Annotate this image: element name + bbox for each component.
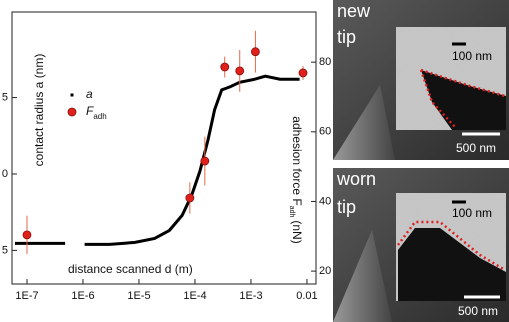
tip-ridge [333,230,392,322]
tip-ridge [333,85,395,160]
x-tick-label: 1E-7 [15,290,38,302]
panel-label: worn [336,169,376,189]
x-tick-label: 1E-4 [183,290,206,302]
legend-marker [70,93,74,97]
tip-outline [396,220,506,272]
y-tick-label: 5 [2,91,8,103]
legend-marker [67,107,77,117]
data-point [220,62,230,72]
x-tick-label: 1E-6 [71,290,94,302]
legend-label: Fadh [86,104,107,121]
y-tick-label: 0 [2,168,8,180]
tip-outline [419,69,456,128]
panel-label: tip [337,197,356,217]
scale-label: 500 nm [456,141,496,155]
legend-label: a [86,87,93,101]
tip-shape [398,228,506,301]
plot-frame [11,11,317,285]
y-tick-label: 5 [2,244,8,256]
x-tick-label: 1E-5 [127,290,150,302]
y-axis-label: contact radius a (nm) [32,54,46,167]
x-axis-label: distance scanned d (m) [68,262,193,276]
data-point [22,230,32,240]
data-point [235,66,245,76]
y2-tick-label: 40 [319,195,331,207]
tip-shape [421,70,506,130]
sem-panels: 100 nm 500 nm new tip 100 nm 500 nm worn… [333,0,509,322]
y2-label-text: adhesion force F [290,116,304,205]
legend-name: a [86,87,93,101]
panel-label: tip [337,27,356,47]
x-tick-label: 0.01 [296,290,317,302]
legend-subscript: adh [93,112,106,121]
y2-label-subscript: adh [288,206,295,218]
inset-scale-label: 100 nm [452,49,492,63]
y2-tick-label: 80 [319,56,331,68]
data-point [298,68,308,78]
data-point [200,156,210,166]
legend-name: F [86,104,94,118]
data-point [185,193,195,203]
data-line [15,74,300,246]
inset-scale-label: 100 nm [452,206,492,220]
data-point [251,47,260,57]
x-tick-label: 1E-3 [239,290,262,302]
tip-outline [420,68,506,98]
y2-label-unit: (nN) [290,220,304,243]
y2-tick-label: 20 [319,265,331,277]
panel-label: new [337,1,371,21]
y2-tick-label: 60 [319,126,331,138]
y2-axis-label: adhesion force Fadh (nN) [288,116,304,243]
scale-label: 500 nm [458,304,498,318]
